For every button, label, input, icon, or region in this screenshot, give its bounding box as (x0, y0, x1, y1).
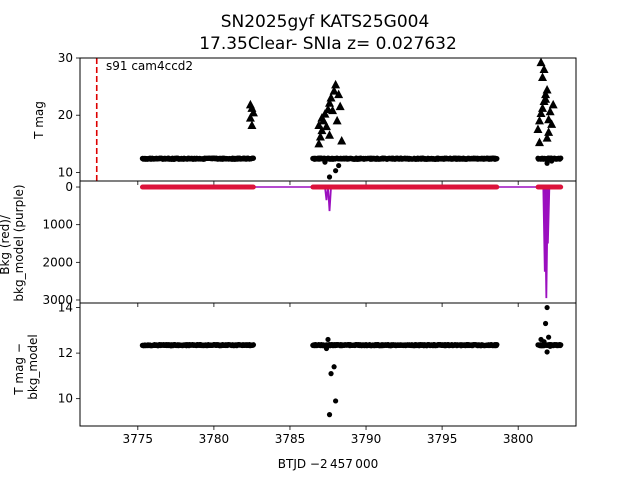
upper-limit-marker (314, 138, 324, 148)
y-axis-label-middle-line2: bkg_model (purple) (12, 184, 26, 301)
data-point (322, 159, 328, 165)
x-tick-label: 3790 (351, 432, 382, 446)
upper-limit-marker (545, 106, 555, 116)
y-axis-label-bottom: T mag − bkg_model (12, 334, 40, 400)
upper-limit-marker (536, 108, 546, 117)
sector-annotation: s91 cam4ccd2 (106, 59, 193, 73)
data-point (538, 336, 544, 343)
data-point (336, 162, 342, 169)
data-point (323, 345, 330, 352)
y-tick-label: 3000 (42, 293, 73, 307)
corrected-panel: 10 12 14 3775 3780 3785 3790 3795 3800 (58, 301, 577, 446)
upper-limit-marker (331, 79, 341, 89)
bkg-model-spike (327, 186, 332, 212)
y-tick-label: 0 (65, 180, 73, 194)
bkg-model-spike (545, 187, 551, 244)
upper-limit-marker (534, 137, 544, 147)
data-point (494, 156, 500, 162)
y-tick-label: 10 (58, 392, 73, 406)
x-tick-label: 3780 (199, 432, 230, 446)
chart-title-line1: SN2025gyf KATS25G004 (221, 12, 430, 32)
data-point (326, 412, 333, 418)
data-point (544, 160, 550, 166)
upper-limit-marker (539, 64, 549, 73)
axes-frame (79, 57, 577, 182)
data-point (544, 349, 550, 355)
x-tick-label: 3775 (123, 432, 154, 446)
upper-limit-marker (328, 105, 338, 115)
upper-limit-marker (533, 124, 543, 134)
upper-limit-marker (247, 120, 257, 130)
data-point (542, 320, 549, 327)
upper-limit-marker (334, 89, 344, 99)
background-panel: 0 1000 2000 3000 (42, 180, 577, 307)
upper-limit-marker (326, 93, 336, 102)
upper-limit-marker (317, 113, 327, 122)
data-point (326, 174, 333, 180)
upper-limit-marker (541, 89, 551, 99)
y-axis-label-top: T mag (32, 101, 46, 140)
data-point (549, 158, 555, 164)
upper-limit-marker (332, 115, 342, 125)
data-point (558, 342, 564, 348)
upper-limit-marker (534, 115, 544, 125)
y-tick-label: 10 (58, 165, 73, 179)
data-point (331, 364, 337, 370)
data-point (328, 371, 334, 377)
upper-limit-marker (548, 99, 558, 109)
data-point (250, 342, 257, 348)
x-axis-label: BTJD −2 457 000 (278, 457, 378, 471)
y-axis-label-bottom-line1: T mag − (12, 343, 26, 396)
data-point (544, 304, 550, 311)
upper-limit-marker (321, 121, 331, 131)
data-point (333, 398, 339, 404)
x-tick-label: 3800 (503, 432, 534, 446)
y-tick-label: 14 (58, 301, 73, 315)
upper-limit-marker (335, 101, 345, 111)
y-tick-label: 20 (58, 108, 73, 122)
upper-limit-marker (538, 103, 548, 112)
y-tick-label: 30 (58, 51, 73, 65)
magnitude-panel: 10 20 30 (58, 51, 577, 185)
upper-limit-marker (248, 107, 258, 117)
data-point (325, 336, 331, 343)
y-axis-label-middle-line1: Bkg (red)/ (0, 214, 12, 275)
data-point (558, 155, 564, 161)
y-tick-label: 2000 (42, 255, 73, 269)
upper-limit-marker (542, 133, 552, 142)
upper-limit-marker (329, 86, 339, 95)
upper-limit-marker (547, 119, 557, 128)
upper-limit-marker (315, 131, 325, 141)
bkg-point (251, 184, 256, 190)
upper-limit-marker (325, 98, 335, 107)
data-point (494, 342, 500, 348)
upper-limit-marker (538, 72, 548, 81)
bkg-point (494, 184, 500, 190)
upper-limit-marker (542, 85, 552, 94)
upper-limit-marker (536, 57, 546, 67)
upper-limit-marker (245, 113, 255, 122)
data-point (333, 168, 339, 174)
upper-limit-marker (337, 135, 347, 145)
data-point (547, 343, 553, 349)
upper-limit-marker (544, 127, 554, 136)
chart-title-line2: 17.35Clear- SNIa z= 0.027632 (199, 34, 457, 54)
bkg-point (558, 184, 564, 190)
axes-frame (79, 302, 577, 427)
x-tick-label: 3785 (275, 432, 306, 446)
y-tick-label: 1000 (42, 218, 73, 232)
y-axis-label-middle: Bkg (red)/ bkg_model (purple) (0, 184, 26, 301)
upper-limit-marker (325, 130, 335, 139)
upper-limit-marker (245, 99, 255, 109)
upper-limit-marker (317, 125, 327, 135)
y-axis-label-bottom-line2: bkg_model (26, 334, 40, 400)
data-point (546, 334, 552, 340)
y-tick-label: 12 (58, 346, 73, 360)
upper-limit-marker (314, 120, 324, 130)
upper-limit-marker (541, 94, 551, 103)
x-tick-label: 3795 (427, 432, 458, 446)
data-point (250, 155, 257, 161)
